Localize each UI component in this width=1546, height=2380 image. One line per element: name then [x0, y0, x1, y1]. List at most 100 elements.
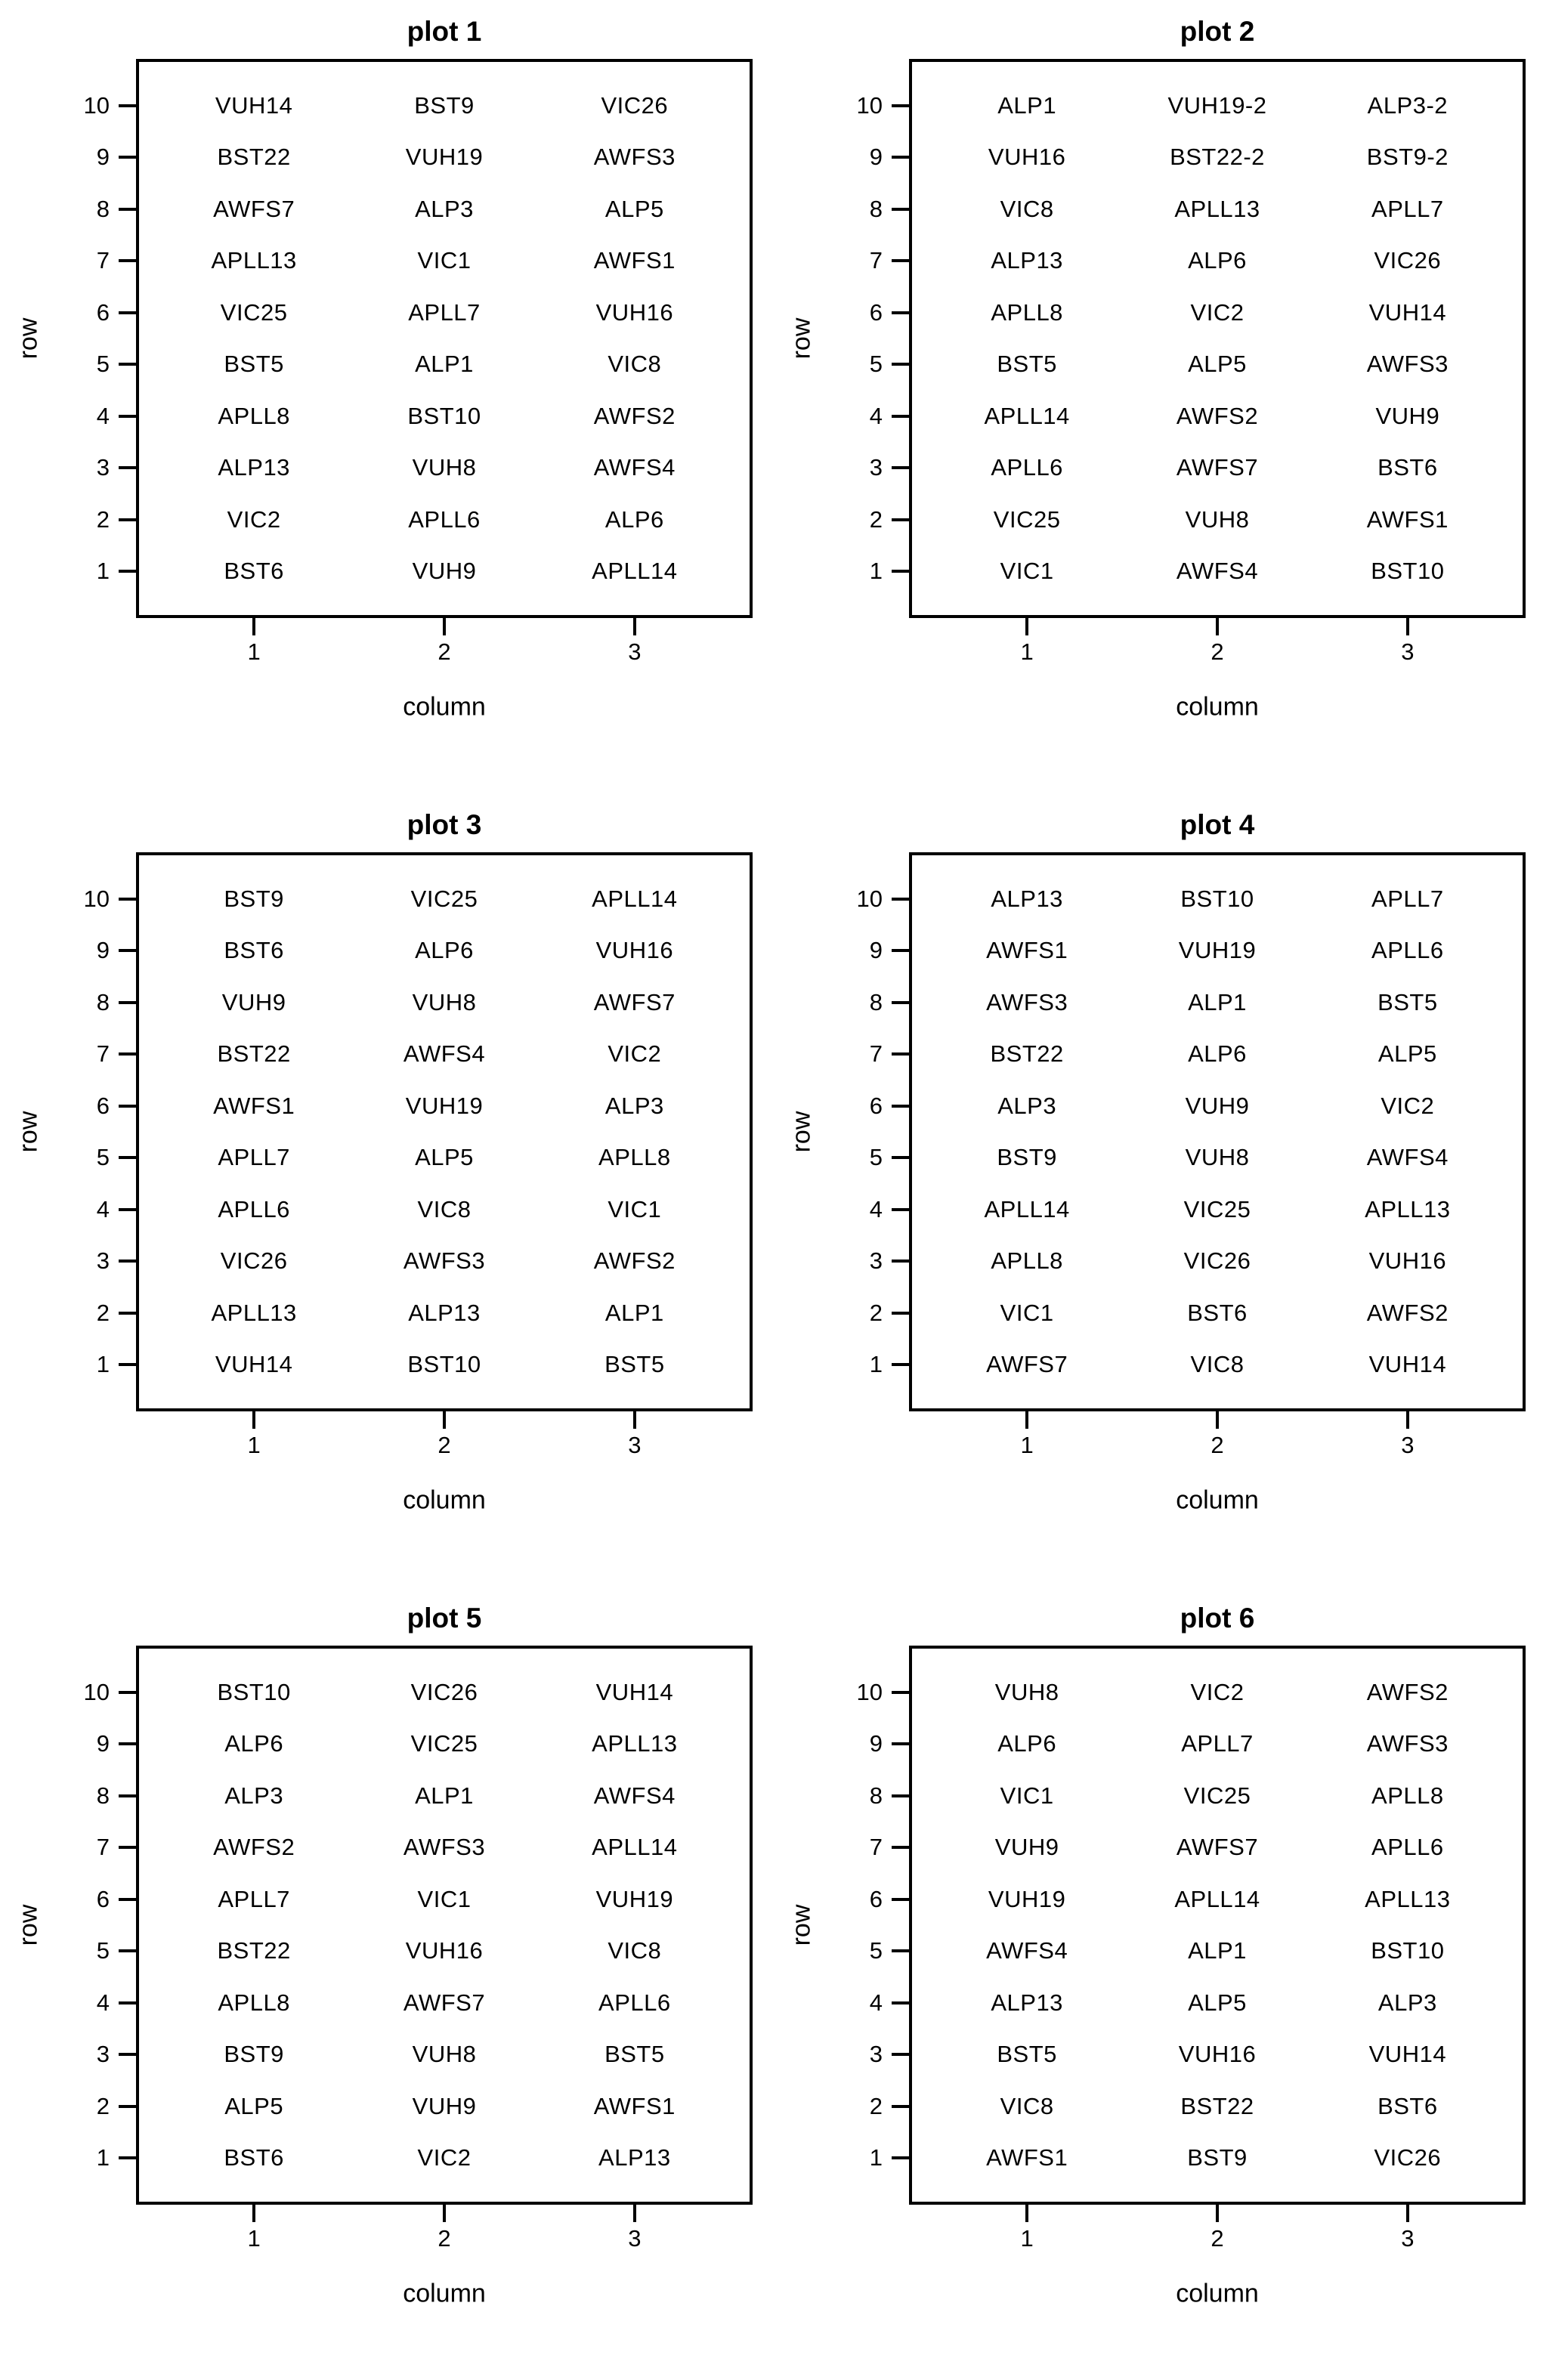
y-axis-tick	[892, 1000, 909, 1004]
y-axis-tick	[119, 414, 136, 418]
y-axis-tick-label: 9	[96, 1730, 110, 1757]
y-axis-tick	[892, 1363, 909, 1367]
plot-entry-label: APLL13	[1365, 1195, 1451, 1222]
plot-entry-label: VIC25	[410, 1730, 478, 1757]
plot-entry-label: BST22	[1180, 2092, 1254, 2119]
y-axis-tick	[119, 1794, 136, 1797]
plot-entry-label: ALP5	[1377, 1040, 1437, 1068]
plot-entry-label: ALP13	[991, 885, 1063, 912]
y-axis-tick	[892, 259, 909, 263]
plot-entry-label: APLL13	[211, 1299, 297, 1326]
plot-entry-label: VUH19-2	[1167, 91, 1267, 119]
x-axis-tick-label: 2	[1211, 638, 1224, 665]
plot-box	[909, 1646, 1526, 2205]
plot-entry-label: BST10	[1371, 1937, 1445, 1964]
y-axis-tick-label: 9	[869, 1730, 883, 1757]
y-axis-tick-label: 2	[96, 505, 110, 533]
plot-entry-label: BST6	[1377, 454, 1438, 481]
plot-entry-label: ALP5	[1188, 351, 1247, 378]
plot-entry-label: VIC26	[601, 91, 669, 119]
x-axis-tick	[252, 2205, 256, 2222]
plot-entry-label: VUH14	[1368, 298, 1447, 326]
plot-entry-label: APLL8	[598, 1144, 671, 1171]
y-axis-tick-label: 9	[96, 144, 110, 171]
plot-entry-label: ALP6	[997, 1730, 1057, 1757]
plot-entry-label: VIC26	[410, 1678, 478, 1705]
x-axis-tick-label: 3	[628, 1432, 642, 1458]
plot-entry-label: APLL14	[592, 1834, 678, 1861]
plot-entry-label: ALP6	[1188, 247, 1247, 274]
plot-entry-label: VUH9	[1185, 1092, 1250, 1119]
y-axis-tick-label: 3	[869, 2041, 883, 2068]
y-axis-tick-label: 5	[869, 1937, 883, 1964]
plot-entry-label: AWFS7	[1176, 1834, 1259, 1861]
plot-entry-label: ALP1	[1188, 988, 1247, 1015]
plot-entry-label: VIC25	[220, 298, 288, 326]
plot-entry-label: AWFS2	[1366, 1678, 1449, 1705]
plot-entry-label: ALP6	[604, 505, 664, 533]
plot-entry-label: APLL7	[1371, 885, 1444, 912]
y-axis-tick	[892, 363, 909, 366]
plot-entry-label: ALP5	[1188, 1989, 1247, 2016]
plot-entry-label: VIC1	[1000, 1782, 1054, 1809]
plot-entry-label: ALP6	[1188, 1040, 1247, 1068]
plot-entry-label: BST9	[414, 91, 475, 119]
x-axis-tick	[1405, 618, 1409, 635]
plot-title: plot 1	[407, 16, 482, 47]
plot-entry-label: AWFS3	[403, 1247, 486, 1275]
plot-entry-label: BST9-2	[1366, 144, 1449, 171]
y-axis-tick	[892, 1052, 909, 1056]
plot-entry-label: BST10	[1371, 558, 1445, 585]
plot-entry-label: AWFS1	[1366, 505, 1449, 533]
plot-entry-label: ALP1	[415, 351, 474, 378]
y-axis-tick	[119, 949, 136, 953]
plot-entry-label: ALP3	[1377, 1989, 1437, 2016]
y-axis-tick	[119, 207, 136, 211]
plot-entry-label: ALP3	[604, 1092, 664, 1119]
y-axis-tick	[119, 1207, 136, 1211]
plot-entry-label: BST6	[224, 2144, 284, 2171]
y-axis-tick-label: 1	[869, 558, 883, 585]
y-axis-tick-label: 2	[96, 1299, 110, 1326]
plot-entry-label: VUH14	[215, 1351, 293, 1378]
plot-entry-label: BST5	[604, 1351, 665, 1378]
y-axis-tick	[892, 311, 909, 314]
x-axis-tick-label: 3	[628, 638, 642, 665]
y-axis-tick	[892, 570, 909, 573]
y-axis-tick	[119, 897, 136, 901]
x-axis-tick	[443, 2205, 446, 2222]
y-axis-title: row	[14, 317, 43, 360]
plot-entry-label: VUH16	[988, 144, 1066, 171]
plot-entry-label: VIC26	[220, 1247, 288, 1275]
x-axis-tick-label: 2	[438, 638, 451, 665]
plot-entry-label: APLL14	[984, 1195, 1070, 1222]
plot-entry-label: APLL14	[592, 558, 678, 585]
x-axis-tick-label: 1	[247, 1432, 261, 1458]
x-axis-tick	[1216, 618, 1219, 635]
plot-title: plot 5	[407, 1603, 482, 1634]
plot-entry-label: VUH16	[1178, 2041, 1257, 2068]
x-axis-tick-label: 1	[1020, 2225, 1034, 2252]
x-axis-tick-label: 3	[628, 2225, 642, 2252]
x-axis-tick	[443, 618, 446, 635]
plot-entry-label: APLL13	[1174, 195, 1260, 222]
y-axis-tick-label: 8	[869, 1782, 883, 1809]
y-axis-tick-label: 6	[869, 298, 883, 326]
x-axis-tick	[1025, 1411, 1029, 1429]
plot-entry-label: BST22	[217, 144, 291, 171]
plot-entry-label: BST5	[997, 351, 1057, 378]
x-axis-tick	[1405, 1411, 1409, 1429]
plot-entry-label: AWFS2	[213, 1834, 295, 1861]
x-axis-tick	[252, 1411, 256, 1429]
plot-entry-label: VIC2	[1190, 1678, 1245, 1705]
plot-entry-label: BST9	[997, 1144, 1057, 1171]
y-axis-tick	[892, 1690, 909, 1694]
plot-entry-label: ALP5	[415, 1144, 474, 1171]
plot-entry-label: AWFS4	[403, 1040, 486, 1068]
plot-entry-label: VUH8	[1185, 1144, 1250, 1171]
y-axis-tick	[119, 2053, 136, 2057]
plot-entry-label: AWFS2	[1176, 402, 1259, 429]
y-axis-tick	[892, 2053, 909, 2057]
x-axis-tick	[632, 1411, 636, 1429]
y-axis-tick	[119, 1052, 136, 1056]
